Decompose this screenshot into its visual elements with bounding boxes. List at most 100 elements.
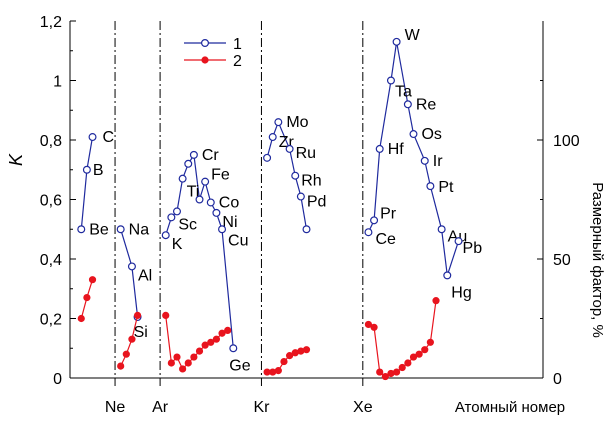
series-2-point [128, 335, 136, 343]
y-tick-label: 1 [53, 74, 62, 91]
series-2-point [218, 329, 226, 337]
series-2-point [122, 350, 130, 358]
element-label-fe: Fe [211, 167, 230, 184]
series-1-line [80, 136, 94, 230]
element-label-rh: Rh [301, 173, 321, 190]
series-2-point [392, 368, 401, 376]
series-2-point [432, 297, 440, 305]
element-label-si: Si [134, 324, 148, 341]
series-1-point [178, 174, 187, 183]
series-2-point [426, 338, 434, 346]
series-2-line [120, 315, 139, 367]
y-tick-label: 0 [53, 371, 62, 388]
series-1-point [285, 144, 294, 153]
element-label-k: K [172, 236, 183, 253]
series-2-point [173, 353, 181, 361]
series-2-point [280, 357, 288, 366]
series-1-point [201, 177, 210, 186]
series-1-point [296, 192, 305, 201]
noble-gas-label-ar: Ar [152, 399, 169, 416]
series-1-point [206, 198, 215, 207]
element-label-ru: Ru [296, 145, 316, 162]
element-label-pd: Pd [307, 194, 327, 211]
series-1-point [409, 130, 418, 139]
element-label-hg: Hg [451, 284, 471, 301]
legend-label-2: 2 [233, 53, 242, 70]
element-label-ti: Ti [187, 184, 200, 201]
series-2-point [302, 346, 311, 354]
series-1-point [116, 225, 125, 234]
noble-gas-label-ne: Ne [105, 399, 126, 416]
series-2-point [404, 359, 412, 367]
series-1-point [375, 144, 384, 153]
series-2-point [133, 311, 142, 320]
y-tick-label: 0,4 [40, 252, 62, 269]
series-1-point [274, 118, 283, 127]
series-2-point [83, 293, 91, 302]
series-1-point [229, 344, 238, 353]
series-2-point [117, 362, 125, 370]
tick-group: 0 0,2 0,4 0,6 0,8 1 1,2 0 50 100 [40, 14, 580, 388]
series-2-point [162, 311, 170, 320]
series-1-point [195, 195, 204, 204]
y-axis-label: K [6, 153, 26, 166]
series-group: BeBCNaAlSiKScTiCrFeCoNiCuGeZrMoRuRhPdCeP… [77, 27, 483, 381]
element-label-c: C [103, 129, 115, 146]
series-2-point [398, 363, 406, 372]
series-1-point [184, 159, 193, 168]
series-1-point [218, 225, 227, 234]
element-label-os: Os [421, 126, 441, 143]
series-1-point [370, 216, 379, 225]
series-2-point [274, 367, 282, 375]
element-label-pt: Pt [438, 179, 454, 196]
element-label-pr: Pr [380, 205, 397, 222]
y-tick-label: 0,2 [40, 312, 62, 329]
series-1-line [120, 229, 139, 318]
legend-marker-1 [201, 38, 210, 47]
series-1-point [161, 231, 170, 240]
y2-tick-label: 100 [553, 133, 580, 150]
series-1-point [88, 133, 97, 142]
noble-gas-label-xe: Xe [353, 399, 373, 416]
element-label-ni: Ni [222, 214, 237, 231]
element-label-ir: Ir [433, 153, 443, 170]
element-label-na: Na [129, 221, 150, 238]
series-1-point [268, 133, 277, 142]
element-label-al: Al [138, 267, 152, 284]
series-1-point [212, 208, 221, 217]
element-label-pb: Pb [463, 240, 483, 257]
series-2-point [421, 346, 429, 354]
series-2-point [184, 359, 192, 367]
series-2 [77, 276, 440, 381]
series-2-point [415, 350, 423, 358]
element-label-cu: Cu [228, 232, 248, 249]
series-2-point [77, 314, 85, 323]
series-2-point [364, 320, 373, 329]
y2-tick-label: 0 [553, 371, 562, 388]
series-1-point [454, 237, 463, 246]
series-1-point [426, 182, 435, 191]
y-tick-label: 0,6 [40, 193, 62, 210]
series-1-point [291, 171, 300, 180]
series-1-point [127, 262, 136, 271]
series-1-point [437, 225, 446, 234]
element-label-re: Re [416, 96, 437, 113]
series-1-point [263, 153, 272, 162]
series-1-point [403, 100, 412, 109]
series-2-point [88, 276, 97, 284]
element-label-mo: Mo [286, 114, 308, 131]
legend: 1 2 [184, 36, 242, 70]
y2-tick-label: 50 [553, 252, 571, 269]
series-2-point [376, 368, 384, 376]
series-1: BeBCNaAlSiKScTiCrFeCoNiCuGeZrMoRuRhPdCeP… [77, 27, 483, 374]
legend-marker-2 [201, 56, 209, 64]
series-1-line [367, 41, 460, 276]
series-2-point [381, 372, 389, 381]
noble-gas-label-kr: Kr [253, 399, 270, 416]
y2-axis-label: Размерный фактор, % [589, 182, 606, 338]
noble-gas-dividers: Ne Ar Kr Xe [105, 21, 373, 416]
series-1-point [172, 207, 181, 216]
series-1-point [302, 225, 311, 234]
series-1-point [364, 228, 373, 237]
